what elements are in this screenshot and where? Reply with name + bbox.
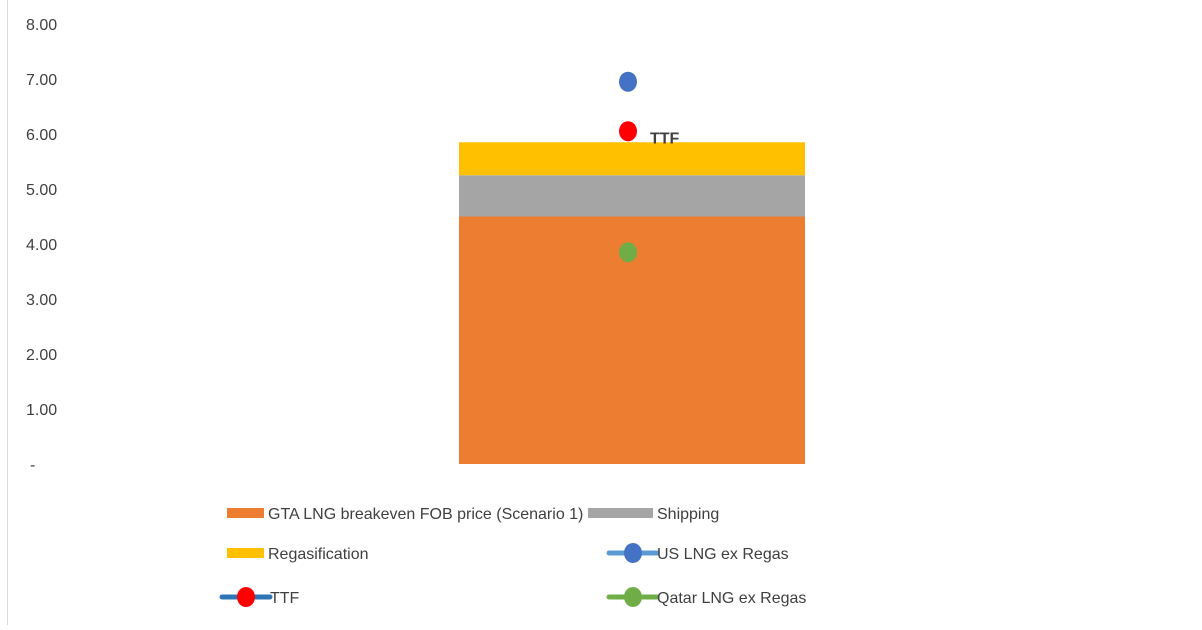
legend-swatch (227, 508, 264, 518)
stacked-bars (459, 142, 805, 464)
y-tick-label: 8.00 (26, 17, 57, 34)
y-tick-label: 3.00 (26, 292, 57, 309)
y-tick-label: - (30, 457, 35, 474)
data-label: TTF (650, 130, 680, 147)
chart-left-border (7, 0, 8, 625)
legend-label: GTA LNG breakeven FOB price (Scenario 1) (268, 506, 583, 523)
y-tick-label: 5.00 (26, 182, 57, 199)
y-axis: - 1.00 2.00 3.00 4.00 5.00 6.00 7.00 8.00 (26, 17, 57, 474)
legend-label: US LNG ex Regas (657, 546, 789, 563)
markers: TTF (619, 71, 680, 263)
legend-label: Shipping (657, 506, 719, 523)
legend-swatch (227, 548, 264, 558)
legend-label: Qatar LNG ex Regas (657, 590, 806, 607)
bar-segment (459, 175, 805, 217)
bar-segment (459, 142, 805, 176)
legend-swatch (588, 508, 653, 518)
y-tick-label: 6.00 (26, 127, 57, 144)
y-tick-label: 4.00 (26, 237, 57, 254)
data-point (619, 121, 637, 142)
y-tick-label: 7.00 (26, 72, 57, 89)
legend-swatch-marker (624, 587, 642, 607)
legend-label: Regasification (268, 546, 369, 563)
legend-label: TTF (270, 590, 300, 607)
y-tick-label: 2.00 (26, 347, 57, 364)
legend-swatch-marker (624, 543, 642, 563)
data-point (619, 242, 637, 263)
y-tick-label: 1.00 (26, 402, 57, 419)
legend: GTA LNG breakeven FOB price (Scenario 1)… (219, 506, 806, 607)
legend-swatch-marker (237, 587, 255, 607)
data-point (619, 71, 637, 92)
